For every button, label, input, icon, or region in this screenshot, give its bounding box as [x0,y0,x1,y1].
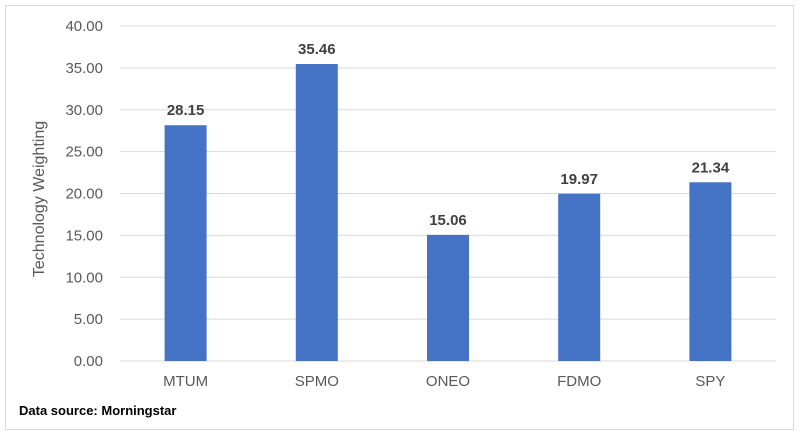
y-tick-label: 15.00 [65,227,103,244]
y-tick-label: 5.00 [74,311,103,328]
category-label-fdmo: FDMO [557,373,601,390]
y-axis-title: Technology Weighting [31,121,48,277]
y-tick-label: 25.00 [65,144,103,161]
bar-spmo [295,64,338,362]
bar-spy [689,182,732,361]
y-axis-ticks: 0.00 5.00 10.00 15.00 20.00 25.00 30.00 35.00 40… [65,18,103,370]
category-label-oneo: ONEO [426,373,470,390]
data-labels: 28.15 35.46 15.06 19.97 21.34 [167,41,730,229]
category-label-spy: SPY [695,373,725,390]
bar-fdmo [558,193,601,361]
y-tick-label: 30.00 [65,102,103,119]
y-tick-label: 35.00 [65,60,103,77]
y-tick-label: 10.00 [65,269,103,286]
data-source-note: Data source: Morningstar [19,403,177,418]
data-label-mtum: 28.15 [167,102,205,119]
data-label-spmo: 35.46 [298,41,336,58]
bar-oneo [427,234,469,361]
y-tick-label: 0.00 [74,353,103,370]
gridlines [120,25,776,362]
bar-mtum [164,125,207,362]
y-tick-label: 40.00 [65,18,103,35]
data-label-oneo: 15.06 [429,212,467,229]
bars [164,64,732,362]
y-tick-label: 20.00 [65,186,103,203]
category-labels: MTUM SPMO ONEO FDMO SPY [163,373,725,390]
chart-frame [5,5,794,430]
data-label-fdmo: 19.97 [560,171,598,188]
data-label-spy: 21.34 [692,159,730,176]
category-label-spmo: SPMO [295,373,339,390]
category-label-mtum: MTUM [163,373,208,390]
